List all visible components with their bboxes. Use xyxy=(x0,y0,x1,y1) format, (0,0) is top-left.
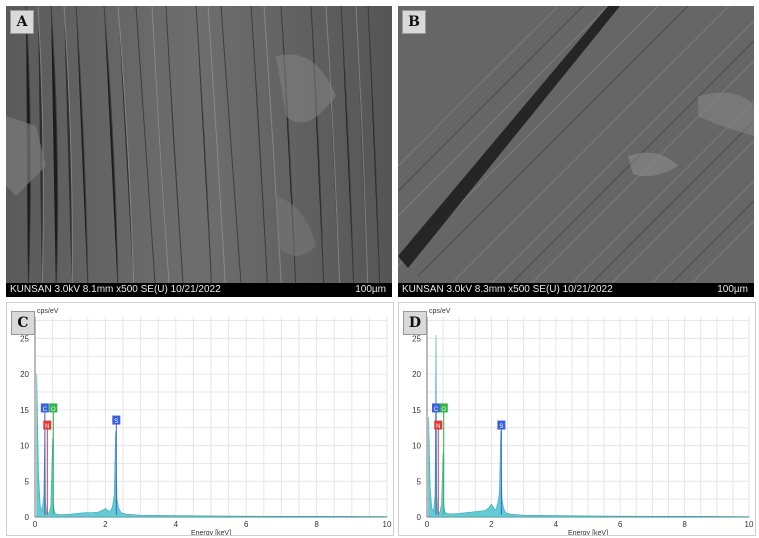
y-tick-label: 15 xyxy=(20,406,29,415)
y-axis-label-c: cps/eV xyxy=(37,308,59,315)
sem-image-b: B KUNSAN 3.0kV 8.3mm x500 SE(U) 10/21/20… xyxy=(398,6,754,297)
peak-marker-label: S xyxy=(499,424,503,430)
grid-c xyxy=(34,317,388,518)
peak-marker xyxy=(43,420,52,430)
peak-marker xyxy=(49,403,58,413)
sem-texture-a xyxy=(6,6,392,297)
x-tick-label: 10 xyxy=(745,520,754,529)
spectrum-series-d xyxy=(428,334,750,518)
sem-info-text-a: KUNSAN 3.0kV 8.1mm x500 SE(U) 10/21/2022 xyxy=(10,284,221,295)
panel-letter-b: B xyxy=(402,10,426,34)
x-tick-label: 10 xyxy=(383,520,392,529)
spectrum-series-c xyxy=(36,374,388,518)
x-tick-label: 6 xyxy=(244,520,249,529)
eds-spectrum-d: 0 5 10 15 20 25 0 2 4 6 8 10 cps/eV Energy [keV] C O N S … xyxy=(398,302,756,536)
peak-marker xyxy=(40,403,49,413)
x-tick-label: 4 xyxy=(174,520,179,529)
y-tick-label: 10 xyxy=(412,442,421,451)
peak-marker xyxy=(497,420,506,430)
y-tick-label: 20 xyxy=(20,370,29,379)
peak-marker xyxy=(112,415,121,425)
y-tick-label: 25 xyxy=(20,334,29,343)
x-axis-label-d: Energy [keV] xyxy=(568,530,608,535)
grid-d xyxy=(426,317,750,518)
y-tick-label: 10 xyxy=(20,442,29,451)
eds-chart-d: 0 5 10 15 20 25 0 2 4 6 8 10 cps/eV Energy [keV] C O N S xyxy=(412,308,754,535)
sem-info-text-b: KUNSAN 3.0kV 8.3mm x500 SE(U) 10/21/2022 xyxy=(402,284,613,295)
panel-letter-d: D xyxy=(403,311,427,335)
peak-marker-label: C xyxy=(434,407,439,413)
sem-info-bar-b: KUNSAN 3.0kV 8.3mm x500 SE(U) 10/21/2022… xyxy=(398,283,754,297)
x-tick-label: 4 xyxy=(554,520,559,529)
y-tick-label: 25 xyxy=(412,334,421,343)
x-axis-label-c: Energy [keV] xyxy=(191,530,231,535)
x-tick-label: 2 xyxy=(489,520,494,529)
peak-marker-label: N xyxy=(45,424,49,430)
x-tick-label: 2 xyxy=(103,520,108,529)
y-tick-label: 0 xyxy=(417,513,422,522)
panel-letter-a: A xyxy=(10,10,34,34)
scale-label-a: 100µm xyxy=(355,284,386,295)
y-tick-label: 15 xyxy=(412,406,421,415)
x-tick-label: 0 xyxy=(33,520,38,529)
peak-marker-label: S xyxy=(114,419,118,425)
peak-marker-label: O xyxy=(441,407,446,413)
scale-label-b: 100µm xyxy=(717,284,748,295)
peak-marker xyxy=(432,403,441,413)
x-tick-label: 8 xyxy=(682,520,687,529)
y-tick-label: 0 xyxy=(25,513,30,522)
eds-spectrum-c: 0 5 10 15 20 25 0 2 4 6 8 10 cps/eV Energy [keV] C O N S … xyxy=(6,302,394,536)
y-tick-label: 20 xyxy=(412,370,421,379)
peak-marker-label: C xyxy=(43,407,48,413)
peak-marker-label: O xyxy=(51,407,56,413)
x-tick-label: 0 xyxy=(425,520,430,529)
panel-letter-c: C xyxy=(11,311,35,335)
peak-marker-label: N xyxy=(436,424,440,430)
sem-texture-b xyxy=(398,6,754,297)
eds-chart-c: 0 5 10 15 20 25 0 2 4 6 8 10 cps/eV Energy [keV] C O N S xyxy=(20,308,392,535)
peak-marker xyxy=(439,403,448,413)
peak-marker xyxy=(434,420,443,430)
sem-image-a: A KUNSAN 3.0kV 8.1mm x500 SE(U) 10/21/20… xyxy=(6,6,392,297)
sem-info-bar-a: KUNSAN 3.0kV 8.1mm x500 SE(U) 10/21/2022… xyxy=(6,283,392,297)
y-tick-label: 5 xyxy=(417,477,422,486)
y-tick-label: 5 xyxy=(25,477,30,486)
x-tick-label: 6 xyxy=(618,520,623,529)
y-axis-label-d: cps/eV xyxy=(429,308,451,315)
x-tick-label: 8 xyxy=(314,520,319,529)
